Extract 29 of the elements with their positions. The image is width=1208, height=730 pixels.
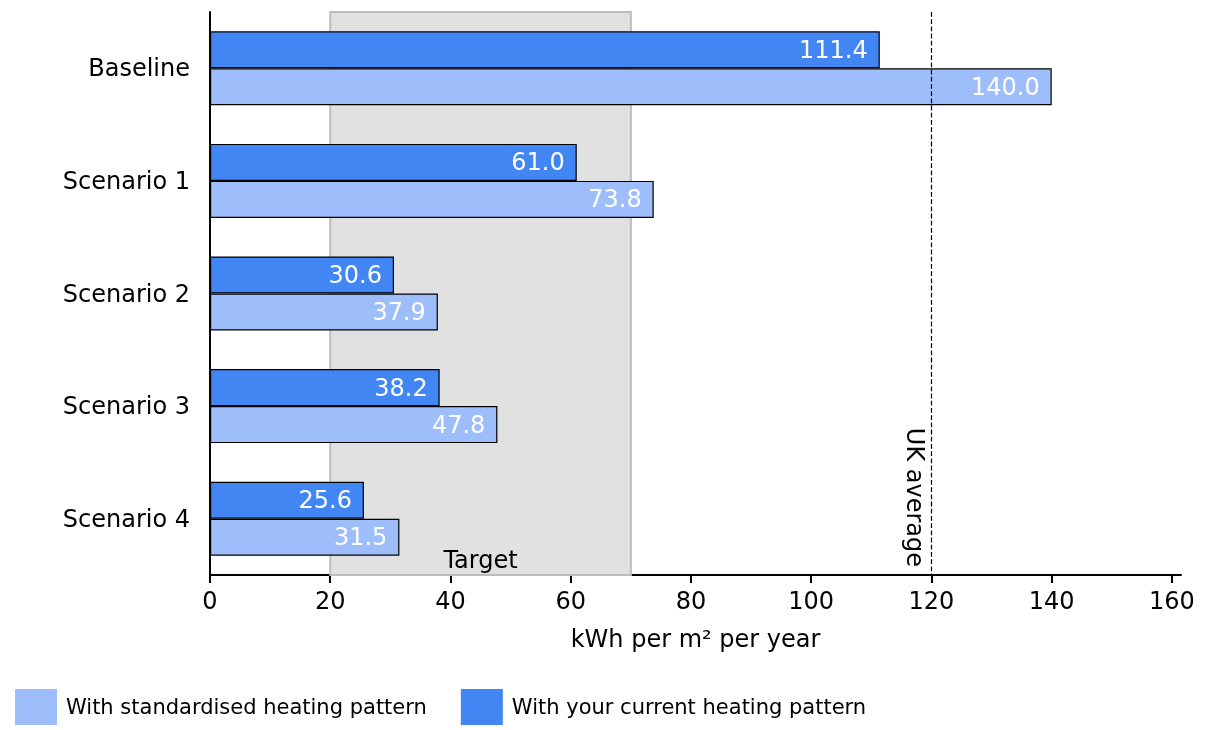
- data-label: 37.9: [372, 298, 426, 326]
- y-tick-label: Scenario 4: [62, 504, 190, 533]
- x-tick-label: 120: [908, 587, 955, 615]
- data-label: 111.4: [799, 35, 868, 64]
- y-tick-label: Scenario 2: [62, 279, 190, 308]
- y-tick-label: Scenario 3: [62, 392, 190, 421]
- x-tick-label: 80: [675, 587, 707, 615]
- x-tick-label: 60: [555, 587, 587, 615]
- legend-label: With standardised heating pattern: [66, 695, 427, 719]
- x-tick-label: 0: [202, 587, 218, 615]
- x-axis-title: kWh per m² per year: [570, 625, 821, 653]
- data-label: 47.8: [431, 410, 486, 439]
- data-label: 38.2: [374, 373, 428, 402]
- data-label: 25.6: [298, 486, 352, 515]
- data-label: 61.0: [511, 148, 565, 177]
- x-tick-label: 140: [1028, 587, 1075, 615]
- band-label: Target: [442, 546, 518, 574]
- y-tick-label: Baseline: [88, 54, 190, 83]
- data-label: 73.8: [588, 185, 642, 214]
- ref-line-label: UK average: [901, 427, 930, 567]
- data-label: 31.5: [333, 523, 388, 552]
- y-tick-label: Scenario 1: [62, 166, 190, 195]
- data-label: 30.6: [328, 261, 382, 289]
- x-tick-label: 100: [788, 587, 835, 615]
- legend-label: With your current heating pattern: [511, 695, 867, 719]
- x-tick-label: 20: [314, 587, 346, 615]
- x-tick-label: 160: [1149, 587, 1195, 615]
- data-label: 140.0: [971, 72, 1040, 101]
- x-tick-label: 40: [435, 587, 466, 615]
